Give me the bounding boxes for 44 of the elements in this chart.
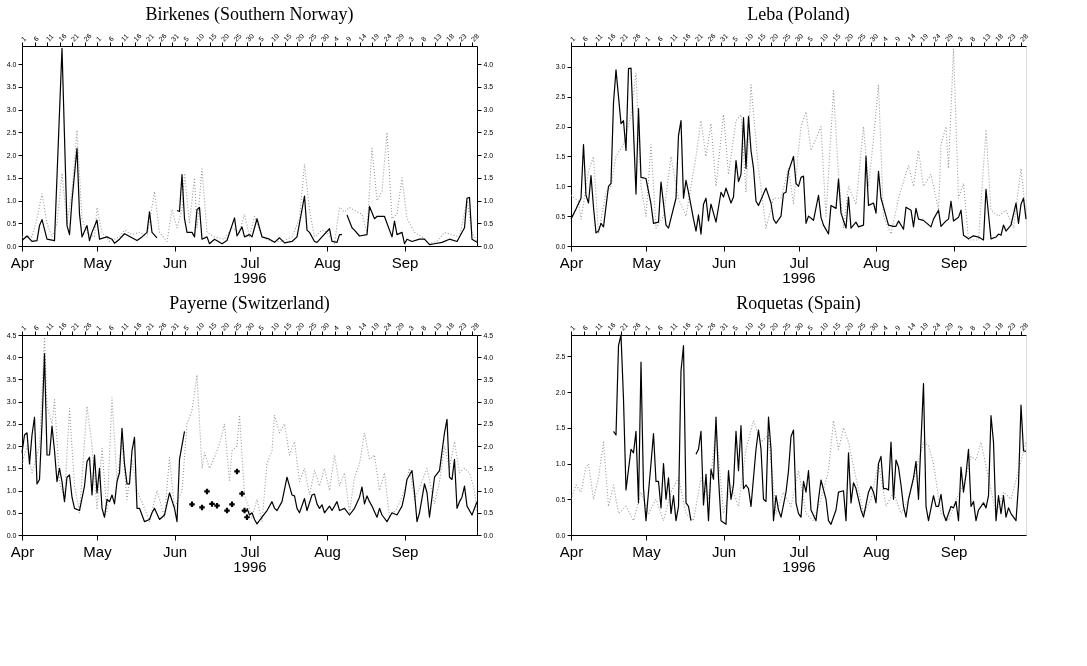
x-tick-label: Aug [863, 253, 890, 271]
x-axis-title: 1996 [233, 268, 267, 286]
x-tick-label: Aug [314, 542, 341, 560]
chart-title: Leba (Poland) [747, 3, 850, 25]
x-tick-label: Apr [559, 253, 584, 271]
point [234, 468, 240, 475]
point [224, 507, 230, 514]
point [244, 514, 250, 520]
x-tick-label: May [632, 542, 662, 560]
chart-title: Birkenes (Southern Norway) [145, 3, 354, 25]
x-tick-label: Sep [391, 542, 419, 560]
line-series [570, 420, 1027, 522]
point [189, 501, 195, 508]
point [229, 501, 235, 508]
x-tick-label: Sep [940, 542, 968, 560]
x-tick-label: Apr [559, 542, 584, 560]
x-tick-label: May [632, 253, 662, 271]
x-tick-label: Apr [10, 253, 35, 271]
x-tick-label: Jun [711, 542, 737, 560]
x-axis-title: 1996 [233, 557, 267, 575]
x-tick-label: Jul [789, 542, 809, 560]
point [199, 504, 205, 511]
x-tick-label: Jun [711, 253, 737, 271]
x-tick-label: Jul [789, 253, 809, 271]
x-tick-label: Jul [240, 253, 260, 271]
point [241, 507, 248, 514]
x-axis-title: 1996 [782, 557, 816, 575]
point [214, 502, 220, 509]
x-tick-label: Jun [162, 253, 188, 271]
x-tick-label: Jun [162, 542, 188, 560]
x-tick-label: Aug [314, 253, 341, 271]
chart-title: Roquetas (Spain) [736, 292, 861, 314]
x-tick-label: Apr [10, 542, 35, 560]
x-tick-label: Sep [940, 253, 968, 271]
x-axis-title: 1996 [782, 268, 816, 286]
point [239, 490, 245, 497]
x-tick-label: Sep [391, 253, 419, 271]
x-tick-label: Jul [240, 542, 260, 560]
x-tick-label: May [83, 253, 113, 271]
x-tick-label: Aug [863, 542, 890, 560]
point [209, 501, 215, 507]
chart-title: Payerne (Switzerland) [169, 292, 330, 314]
x-tick-label: May [83, 542, 113, 560]
point [204, 488, 210, 495]
